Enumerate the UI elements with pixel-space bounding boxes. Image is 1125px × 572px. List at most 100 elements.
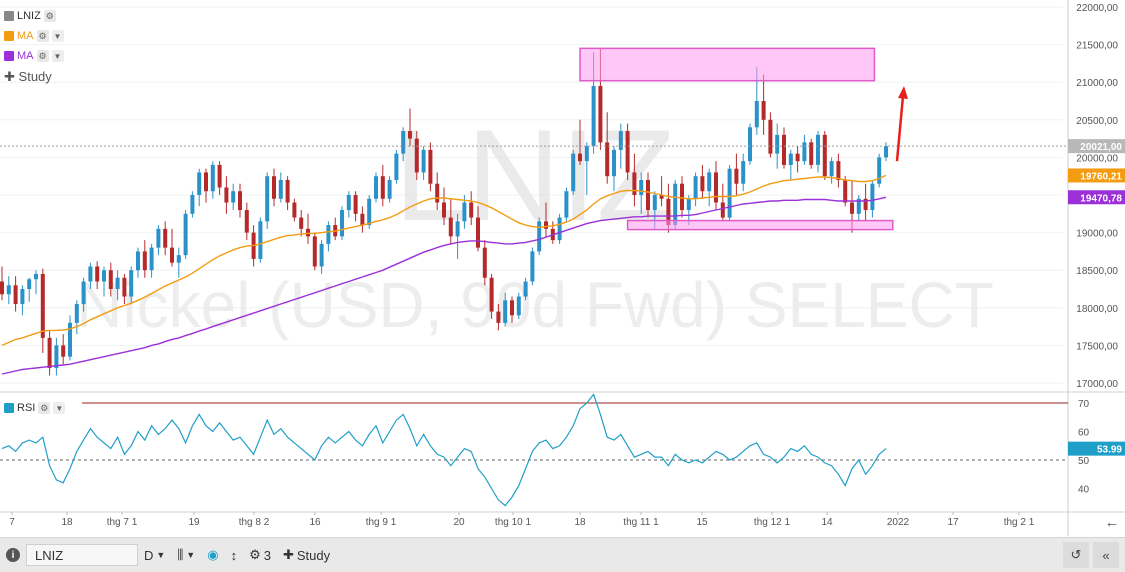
candle-body	[54, 345, 59, 368]
candle-body	[163, 228, 168, 248]
candle-body	[482, 247, 487, 278]
candle-body	[639, 179, 644, 195]
candle-body	[312, 236, 317, 267]
gear-icon[interactable]: ⚙	[43, 10, 56, 22]
chevron-down-icon[interactable]: ▼	[51, 50, 64, 62]
price-tick-label: 20000,00	[1076, 153, 1118, 164]
candle-body	[61, 345, 66, 357]
price-tick-label: 21000,00	[1076, 78, 1118, 89]
candle-body	[272, 176, 276, 199]
reset-button[interactable]: ↺	[1063, 542, 1089, 568]
candle-body	[367, 198, 372, 226]
candle-body	[442, 202, 446, 218]
candle-body	[476, 217, 480, 248]
candle-body	[278, 179, 283, 199]
time-tick-label: 14	[821, 517, 833, 528]
rsi-legend[interactable]: RSI ⚙ ▼	[4, 402, 66, 414]
candle-body	[748, 127, 752, 162]
toolbar-add-study-label: Study	[296, 547, 331, 563]
candle-body	[591, 85, 596, 147]
eye-icon: ◉	[207, 547, 219, 562]
candle-body	[856, 198, 861, 214]
time-tick-label: 18	[61, 517, 73, 528]
symbol-input[interactable]: LNIZ	[26, 544, 138, 566]
candle-body	[775, 134, 780, 154]
candle-body	[734, 168, 739, 184]
candle-body	[802, 142, 807, 162]
candle-body	[877, 157, 882, 184]
candle-body	[74, 304, 79, 323]
indicators-button[interactable]: ⚙ 3	[243, 542, 277, 568]
rsi-tick-label: 50	[1078, 456, 1090, 467]
chevron-down-icon: ▼	[156, 550, 166, 560]
chevron-down-icon: ▼	[186, 550, 196, 560]
candle-body	[686, 198, 691, 211]
gear-icon[interactable]: ⚙	[36, 50, 49, 62]
legend-swatch-ma2	[4, 51, 14, 61]
candle-body	[652, 195, 657, 211]
add-study-label: Study	[18, 69, 52, 84]
scale-button[interactable]: ↕	[225, 542, 244, 568]
time-tick-label: 18	[574, 517, 586, 528]
candle-body	[170, 247, 174, 263]
scroll-left-arrow-icon[interactable]: ←	[1105, 514, 1120, 531]
time-tick-label: thg 2 1	[1004, 517, 1035, 528]
annotations	[579, 47, 908, 231]
candle-body	[618, 131, 623, 150]
candle-body	[176, 255, 181, 263]
legend-swatch-ma1	[4, 31, 14, 41]
price-tick-label: 17000,00	[1076, 379, 1118, 390]
candle-body	[768, 119, 773, 154]
chevron-down-icon[interactable]: ▼	[53, 402, 66, 414]
candle-body	[244, 210, 249, 233]
candle-body	[503, 300, 508, 323]
legend-row-main[interactable]: LNIZ ⚙	[4, 6, 64, 26]
candle-body	[822, 134, 827, 177]
time-tick-label: thg 7 1	[107, 517, 138, 528]
symbol-input-value: LNIZ	[35, 547, 64, 563]
gear-icon[interactable]: ⚙	[38, 402, 51, 414]
candle-body	[782, 134, 786, 165]
candle-body	[40, 273, 45, 338]
time-tick-label: thg 10 1	[495, 517, 532, 528]
candle-body	[455, 221, 460, 237]
time-tick-label: 15	[696, 517, 708, 528]
info-button[interactable]: i	[0, 542, 26, 568]
time-tick-label: 7	[9, 517, 15, 528]
plus-icon: ✚	[4, 69, 15, 84]
candle-body	[380, 176, 385, 199]
target-arrow-head	[898, 85, 908, 99]
collapse-button[interactable]: «	[1093, 542, 1119, 568]
legend-row-ma2[interactable]: MA ⚙ ▼	[4, 46, 64, 66]
time-tick-label: 16	[309, 517, 321, 528]
candle-body	[401, 131, 406, 154]
candle-body	[754, 101, 759, 128]
candle-body	[210, 164, 215, 192]
candle-body	[727, 168, 732, 218]
visibility-toggle[interactable]: ◉	[201, 542, 224, 568]
candle-body	[584, 146, 589, 162]
candle-body	[285, 179, 290, 203]
candle-body	[666, 198, 671, 226]
candle-body	[850, 202, 854, 214]
candle-body	[788, 153, 793, 165]
time-tick-label: 20	[453, 517, 465, 528]
interval-dropdown[interactable]: D ▼	[138, 542, 171, 568]
candle-body	[435, 183, 440, 203]
legend-row-ma1[interactable]: MA ⚙ ▼	[4, 26, 64, 46]
time-tick-label: thg 12 1	[754, 517, 791, 528]
chevron-down-icon[interactable]: ▼	[51, 30, 64, 42]
gear-icon[interactable]: ⚙	[36, 30, 49, 42]
candle-body	[95, 266, 100, 282]
watermark-name: Nickel (USD, 90d Fwd) SELECT	[76, 269, 994, 341]
price-tick-label: 21500,00	[1076, 41, 1118, 52]
rsi-tick-label: 40	[1078, 485, 1090, 496]
chart-type-dropdown[interactable]: ⫼ ▼	[171, 542, 201, 568]
candle-body	[469, 202, 474, 218]
candle-body	[68, 322, 72, 357]
legend-label-ma2: MA	[17, 50, 34, 62]
ma2-price-tag: 19470,78	[1080, 193, 1122, 204]
add-study-button[interactable]: ✚ Study	[4, 69, 64, 85]
toolbar-add-study-button[interactable]: ✚ Study	[277, 542, 336, 568]
